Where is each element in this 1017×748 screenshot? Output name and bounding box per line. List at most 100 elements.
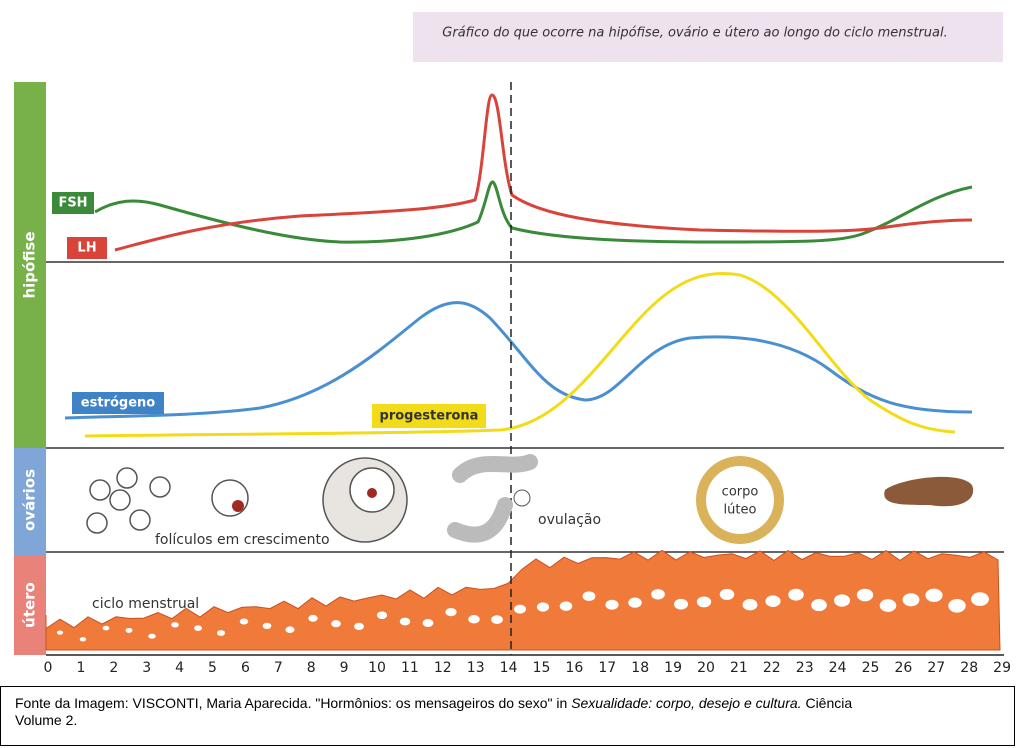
hormone-label: progesterona xyxy=(380,409,479,424)
gland xyxy=(857,589,873,602)
day-label: 2 xyxy=(109,660,118,676)
gland xyxy=(57,631,63,635)
gland xyxy=(423,619,434,627)
source-book: Sexualidade: corpo, desejo e cultura. xyxy=(571,695,801,711)
day-label: 10 xyxy=(368,660,386,676)
gland xyxy=(445,608,456,616)
day-label: 20 xyxy=(697,660,715,676)
gland xyxy=(651,589,665,599)
oocyte xyxy=(514,490,530,506)
day-label: 13 xyxy=(467,660,485,676)
gland xyxy=(468,615,479,623)
source-text: Ciência xyxy=(805,695,852,711)
day-label: 27 xyxy=(927,660,945,676)
estrogen-curve xyxy=(65,303,972,418)
gland xyxy=(605,600,618,610)
gland xyxy=(148,634,155,639)
gland xyxy=(240,618,248,624)
day-label: 23 xyxy=(796,660,814,676)
gland xyxy=(720,589,735,600)
source-text: Fonte da Imagem: VISCONTI, Maria Apareci… xyxy=(15,695,567,711)
day-label: 5 xyxy=(208,660,217,676)
gland xyxy=(331,620,341,627)
gland xyxy=(194,625,202,631)
day-label: 11 xyxy=(401,660,419,676)
uterus-label: ciclo menstrual xyxy=(92,596,199,612)
day-label: 6 xyxy=(241,660,250,676)
day-label: 3 xyxy=(142,660,151,676)
gland xyxy=(125,628,132,633)
day-label: 26 xyxy=(894,660,912,676)
source-text: Volume 2. xyxy=(15,712,77,728)
day-label: 25 xyxy=(862,660,880,676)
hormone-label: LH xyxy=(77,241,96,256)
gland xyxy=(925,589,942,602)
gland xyxy=(308,615,317,622)
page: Gráfico do que ocorre na hipófise, ovári… xyxy=(0,0,1017,748)
gland xyxy=(743,599,758,610)
gland xyxy=(491,615,503,624)
gland xyxy=(903,593,920,606)
gland xyxy=(103,626,110,631)
gland xyxy=(971,592,989,606)
day-label: 12 xyxy=(434,660,452,676)
caption: Gráfico do que ocorre na hipófise, ovári… xyxy=(442,26,947,41)
day-label: 9 xyxy=(340,660,349,676)
gland xyxy=(400,618,411,626)
day-label: 4 xyxy=(175,660,184,676)
day-label: 8 xyxy=(307,660,316,676)
gland xyxy=(263,623,272,629)
day-label: 28 xyxy=(960,660,978,676)
gland xyxy=(811,599,827,611)
ovary-label: corpo xyxy=(722,485,759,500)
day-label: 18 xyxy=(631,660,649,676)
corpus-albicans xyxy=(884,477,973,506)
gland xyxy=(697,596,711,607)
day-label: 16 xyxy=(565,660,583,676)
gland xyxy=(948,599,965,613)
gland xyxy=(171,622,179,627)
gland xyxy=(80,637,86,641)
day-label: 7 xyxy=(274,660,283,676)
gland xyxy=(788,589,803,601)
gland xyxy=(674,599,688,610)
diagram: Gráfico do que ocorre na hipófise, ovári… xyxy=(0,0,1017,686)
gland xyxy=(765,595,780,607)
section-label: útero xyxy=(21,582,39,628)
gland xyxy=(285,626,294,633)
gland xyxy=(880,599,897,612)
section-label: hipófise xyxy=(21,231,39,298)
ovary-label: lúteo xyxy=(724,503,757,518)
source: Fonte da Imagem: VISCONTI, Maria Apareci… xyxy=(0,686,1015,746)
day-label: 14 xyxy=(500,660,518,676)
day-label: 21 xyxy=(730,660,748,676)
day-label: 29 xyxy=(993,660,1011,676)
day-label: 0 xyxy=(44,660,53,676)
gland xyxy=(560,601,573,610)
oocyte xyxy=(232,500,244,512)
section-label: ovários xyxy=(21,469,39,531)
day-label: 1 xyxy=(76,660,85,676)
gland xyxy=(834,594,850,606)
follicles xyxy=(87,458,407,542)
ovary-label: folículos em crescimento xyxy=(155,532,330,548)
gland xyxy=(583,591,596,601)
gland xyxy=(354,623,364,630)
gland xyxy=(537,602,549,611)
hormone-label: estrógeno xyxy=(81,396,155,411)
day-label: 22 xyxy=(763,660,781,676)
fsh-curve xyxy=(95,182,972,242)
day-label: 19 xyxy=(664,660,682,676)
gland xyxy=(514,605,526,614)
gland xyxy=(377,611,387,619)
corpus-luteum-inner xyxy=(706,466,774,534)
hormone-label: FSH xyxy=(58,196,87,211)
day-label: 24 xyxy=(829,660,847,676)
oocyte xyxy=(367,488,377,498)
gland xyxy=(628,598,641,608)
ovary-label: ovulação xyxy=(538,512,601,528)
gland xyxy=(217,630,225,636)
day-label: 15 xyxy=(533,660,551,676)
day-label: 17 xyxy=(598,660,616,676)
